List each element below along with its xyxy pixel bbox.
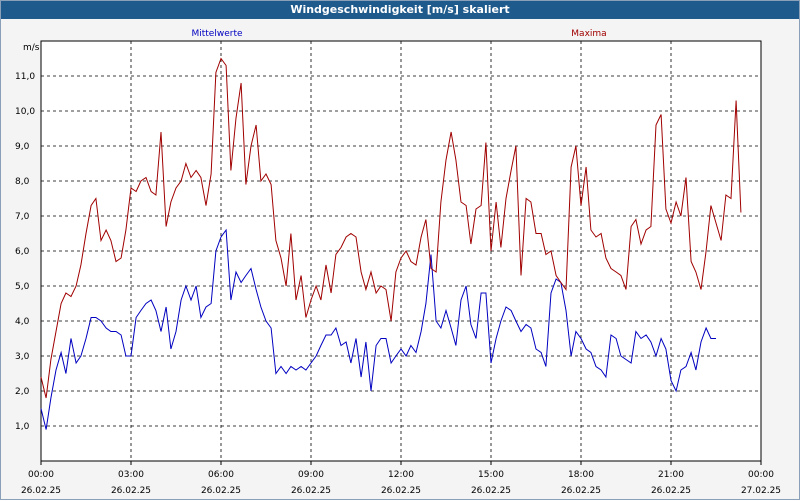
chart-title: Windgeschwindigkeit [m/s] skaliert	[1, 1, 799, 19]
y-tick-label: 6,0	[15, 247, 30, 257]
y-tick-label: 11,0	[15, 72, 35, 82]
x-tick-date: 26.02.25	[471, 486, 511, 496]
x-tick-date: 27.02.25	[741, 486, 781, 496]
x-tick-time: 03:00	[118, 470, 144, 480]
y-tick-label: 9,0	[15, 142, 30, 152]
x-tick-date: 26.02.25	[111, 486, 151, 496]
y-tick-label: 3,0	[15, 352, 30, 362]
y-tick-label: 5,0	[15, 282, 30, 292]
legend-mittelwerte: Mittelwerte	[191, 29, 242, 39]
x-tick-time: 00:00	[28, 470, 54, 480]
x-tick-time: 15:00	[478, 470, 504, 480]
x-tick-date: 26.02.25	[381, 486, 421, 496]
x-tick-date: 26.02.25	[21, 486, 61, 496]
x-tick-date: 26.02.25	[651, 486, 691, 496]
x-tick-time: 06:00	[208, 470, 234, 480]
x-tick-time: 21:00	[658, 470, 684, 480]
y-tick-label: 7,0	[15, 212, 30, 222]
x-tick-date: 26.02.25	[291, 486, 331, 496]
y-tick-label: 8,0	[15, 177, 30, 187]
x-tick-time: 09:00	[298, 470, 324, 480]
x-tick-time: 00:00	[748, 470, 774, 480]
series-line-maxima	[40, 57, 742, 399]
y-axis-unit: m/s	[23, 43, 40, 53]
x-tick-time: 12:00	[388, 470, 414, 480]
x-tick-date: 26.02.25	[201, 486, 241, 496]
x-tick-time: 18:00	[568, 470, 594, 480]
y-tick-label: 1,0	[15, 422, 30, 432]
y-tick-label: 2,0	[15, 387, 30, 397]
legend-maxima: Maxima	[571, 29, 606, 39]
y-tick-label: 10,0	[15, 107, 35, 117]
series-line-mittelwerte	[40, 228, 716, 430]
x-tick-date: 26.02.25	[561, 486, 601, 496]
y-tick-label: 4,0	[15, 317, 30, 327]
